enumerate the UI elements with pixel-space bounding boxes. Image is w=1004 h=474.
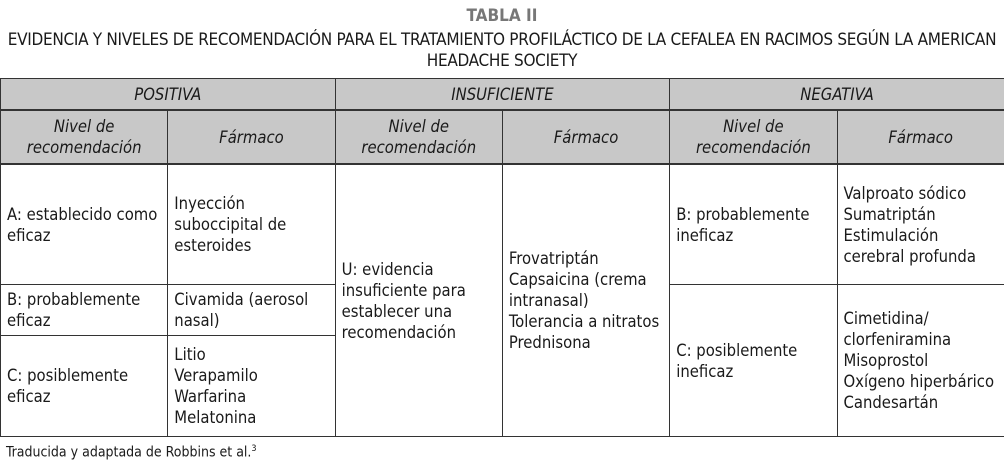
- cell-drug: Litio Verapamilo Warfarina Melatonina: [167, 335, 336, 437]
- cell-level: U: evidencia insuficiente para establece…: [334, 163, 503, 437]
- subheader-level: Nivel de recomendación: [0, 109, 169, 165]
- cell-level: C: posiblemente eficaz: [0, 335, 169, 437]
- table-footnote: Traducida y adaptada de Robbins et al.3: [6, 444, 257, 461]
- group-header-insuficiente: INSUFICIENTE: [334, 78, 671, 111]
- group-header-negativa: NEGATIVA: [669, 78, 1004, 111]
- cell-drug: Inyección suboccipital de esteroides: [167, 163, 336, 285]
- footnote-ref: 3: [251, 444, 257, 454]
- cell-drug: Frovatriptán Capsaicina (crema intranasa…: [501, 163, 671, 437]
- subheader-drug: Fármaco: [167, 109, 336, 165]
- cell-level: B: probablemente eficaz: [0, 284, 169, 336]
- cell-drug: Cimetidina/ clorfeniramina Misoprostol O…: [836, 284, 1004, 437]
- cell-drug: Valproato sódico Sumatriptán Estimulació…: [836, 163, 1004, 285]
- subheader-drug: Fármaco: [836, 109, 1004, 165]
- subheader-level: Nivel de recomendación: [334, 109, 503, 165]
- table-title: EVIDENCIA Y NIVELES DE RECOMENDACIÓN PAR…: [7, 30, 997, 71]
- cell-level: C: posiblemente ineficaz: [669, 284, 838, 437]
- cell-drug: Civamida (aerosol nasal): [167, 284, 336, 336]
- recommendation-table: POSITIVA INSUFICIENTE NEGATIVA Nivel de …: [0, 78, 1004, 437]
- subheader-level: Nivel de recomendación: [669, 109, 838, 165]
- table-label: TABLA II: [466, 6, 538, 26]
- cell-level: A: establecido como eficaz: [0, 163, 169, 285]
- group-header-positiva: POSITIVA: [0, 78, 336, 111]
- subheader-drug: Fármaco: [501, 109, 671, 165]
- footnote-text: Traducida y adaptada de Robbins et al.: [6, 444, 252, 461]
- cell-level: B: probablemente ineficaz: [669, 163, 838, 285]
